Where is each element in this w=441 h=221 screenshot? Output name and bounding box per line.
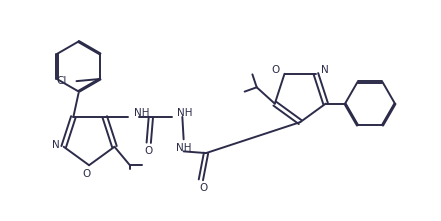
- Text: NH: NH: [134, 109, 149, 118]
- Text: Cl: Cl: [56, 76, 67, 86]
- Text: O: O: [272, 65, 280, 75]
- Text: O: O: [145, 146, 153, 156]
- Text: N: N: [321, 65, 329, 75]
- Text: NH: NH: [177, 109, 192, 118]
- Text: NH: NH: [176, 143, 191, 153]
- Text: O: O: [83, 169, 91, 179]
- Text: N: N: [52, 140, 60, 150]
- Text: O: O: [199, 183, 207, 193]
